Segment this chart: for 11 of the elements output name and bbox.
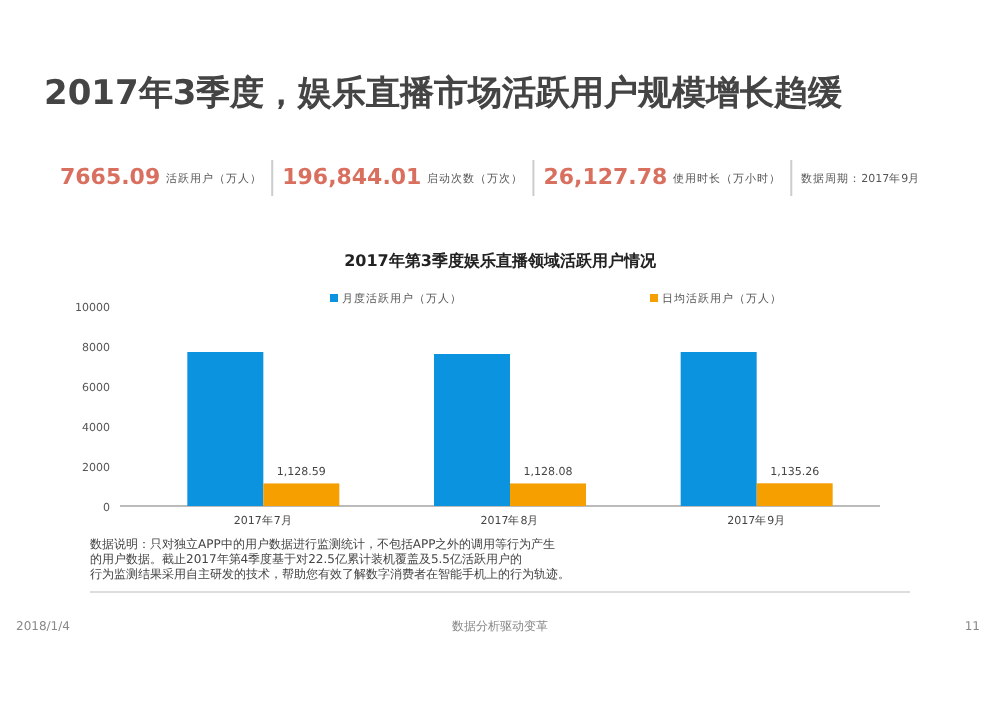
- bar: [680, 352, 757, 506]
- chart-subtitle: 2017年第3季度娱乐直播领域活跃用户情况: [344, 250, 658, 270]
- text: 26,127.78: [543, 164, 668, 190]
- bar: [263, 483, 340, 506]
- bar: [510, 483, 586, 506]
- text: 196,844.01: [282, 164, 422, 190]
- bar: [434, 354, 510, 506]
- bar: [756, 483, 833, 506]
- bar: [187, 352, 264, 506]
- text: 7665.09: [60, 164, 161, 190]
- chart-title: 2017年3季度，娱乐直播市场活跃用户规模增长趋缓: [44, 74, 845, 114]
